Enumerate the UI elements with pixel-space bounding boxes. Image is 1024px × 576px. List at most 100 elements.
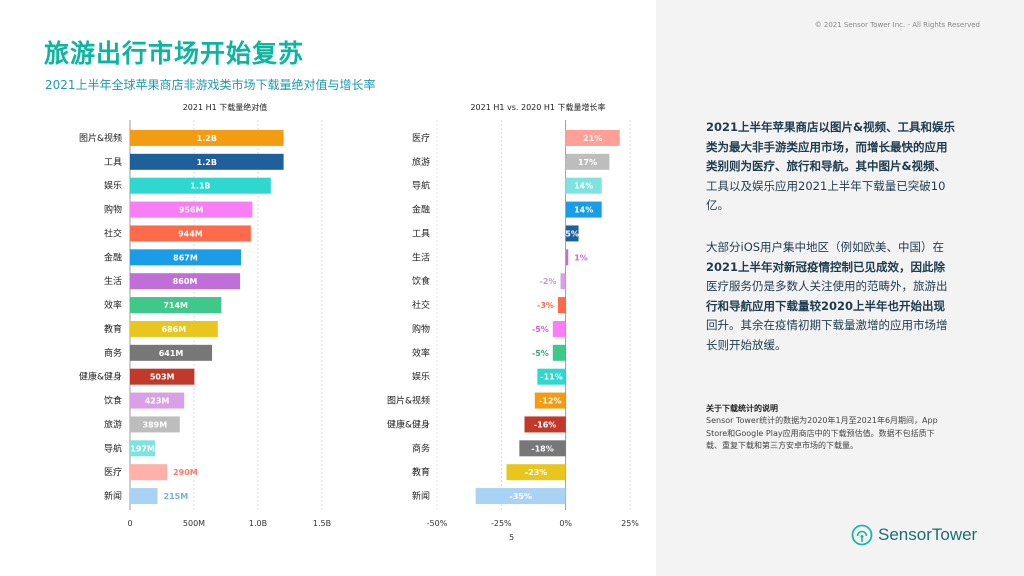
page-subtitle: 2021上半年全球苹果商店非游戏类市场下载量绝对值与增长率 xyxy=(45,78,376,92)
category-label: 工具 xyxy=(104,157,122,168)
data-label: 641M xyxy=(159,349,184,358)
category-label: 导航 xyxy=(412,180,430,192)
bar xyxy=(130,344,213,361)
chart-title: 2021 H1 vs. 2020 H1 下载量增长率 xyxy=(470,102,605,112)
para2-line: 行和导航应用下载量较2020上半年也开始出现 xyxy=(706,298,946,313)
category-label: 金融 xyxy=(104,251,122,263)
bar xyxy=(130,201,253,218)
bar xyxy=(524,416,566,433)
bar xyxy=(130,320,218,337)
bar xyxy=(475,488,566,505)
bar xyxy=(130,129,284,146)
bar xyxy=(565,249,569,266)
category-label: 旅游 xyxy=(412,156,430,168)
x-tick-label: 0% xyxy=(559,519,572,528)
note-line: Sensor Tower统计的数据为2020年1月至2021年6月期间，App xyxy=(706,416,938,425)
category-label: 娱乐 xyxy=(104,180,122,192)
data-label: 389M xyxy=(143,420,168,429)
data-label: -35% xyxy=(509,492,531,501)
category-label: 饮食 xyxy=(104,395,122,407)
data-label: -11% xyxy=(540,373,562,382)
para2-line: 回升。其余在疫情初期下载量激增的应用市场增 xyxy=(706,318,948,332)
page-title: 旅游出行市场开始复苏 xyxy=(44,39,305,68)
data-label: 215M xyxy=(164,492,189,501)
category-label: 工具 xyxy=(412,228,430,239)
data-label: 503M xyxy=(150,373,175,382)
category-label: 新闻 xyxy=(104,490,122,502)
data-label: -5% xyxy=(532,349,549,358)
x-tick-label: 0 xyxy=(127,519,132,528)
bar xyxy=(537,368,566,385)
data-label: 14% xyxy=(574,206,593,215)
note-body: Sensor Tower统计的数据为2020年1月至2021年6月期间，App … xyxy=(706,415,978,453)
bar xyxy=(130,416,180,433)
data-label: 860M xyxy=(173,277,198,286)
bar xyxy=(552,344,566,361)
bar xyxy=(130,225,251,242)
note-line: Store和Google Play应用商店中的下载预估值。数据不包括质下 xyxy=(706,428,935,438)
bar xyxy=(130,488,158,505)
category-label: 生活 xyxy=(104,275,122,287)
bar xyxy=(552,320,566,337)
bar xyxy=(130,297,222,314)
data-label: 1.2B xyxy=(197,158,217,167)
category-label: 图片&视频 xyxy=(79,132,122,144)
bar xyxy=(565,129,620,146)
category-label: 效率 xyxy=(412,347,430,359)
bar xyxy=(565,177,602,194)
bar xyxy=(130,177,271,194)
bar xyxy=(130,392,185,409)
para2-line: 大部分iOS用户集中地区（例如欧美、中国）在 xyxy=(706,240,945,254)
bar xyxy=(130,368,195,385)
category-label: 医疗 xyxy=(104,466,122,478)
copyright: © 2021 Sensor Tower Inc. - All Rights Re… xyxy=(814,21,980,29)
para2-line: 长则开始放缓。 xyxy=(706,337,787,352)
note-line: 载、重复下载和第三方安卓市场的下载量。 xyxy=(706,441,858,450)
para1-line: 工具以及娱乐应用2021上半年下载量已突破10 xyxy=(706,178,946,193)
bar xyxy=(519,440,566,457)
data-label: 1.2B xyxy=(197,134,217,143)
para2-line: 2021上半年对新冠疫情控制已见成效，因此除 xyxy=(706,259,946,274)
bar xyxy=(506,464,566,481)
right-panel xyxy=(656,0,1024,576)
bar xyxy=(565,225,579,242)
sensor-tower-logo: SensorTower xyxy=(851,524,977,546)
summary-paragraph-2: 大部分iOS用户集中地区（例如欧美、中国）在 2021上半年对新冠疫情控制已见成… xyxy=(706,238,986,355)
category-label: 商务 xyxy=(412,442,430,454)
x-tick-label: -50% xyxy=(427,519,448,528)
category-label: 社交 xyxy=(104,227,122,239)
category-label: 购物 xyxy=(412,323,430,335)
downloads-bar-chart: 2021 H1 下载量绝对值 0 500M 1.0B 1.5B 图片&视频 1.2B 工具 1.… xyxy=(79,102,331,528)
page-number: 5 xyxy=(509,533,515,542)
para1-line: 类别则为医疗、旅行和导航。其中图片&视频、 xyxy=(706,159,947,173)
bar xyxy=(534,392,566,409)
note-title: 关于下载统计的说明 xyxy=(706,404,778,413)
bar xyxy=(557,297,566,314)
bar xyxy=(565,153,610,170)
data-label: 867M xyxy=(173,253,198,262)
data-label: 1.1B xyxy=(190,182,210,191)
summary-paragraph-1: 2021上半年苹果商店以图片&视频、工具和娱乐 类为最大非手游类应用市场，而增长… xyxy=(706,118,986,216)
para2-line: 医疗服务仍是多数人关注使用的范畴外，旅游出 xyxy=(706,279,948,293)
para1-line: 亿。 xyxy=(706,198,729,212)
chart-title: 2021 H1 下载量绝对值 xyxy=(183,102,268,112)
data-label: -12% xyxy=(539,397,561,406)
category-label: 娱乐 xyxy=(412,371,430,383)
data-label: -18% xyxy=(531,444,553,453)
data-label: 944M xyxy=(178,229,203,238)
para1-line: 类为最大非手游类应用市场，而增长最快的应用 xyxy=(706,139,948,154)
category-label: 导航 xyxy=(104,442,122,454)
growth-bar-chart: 2021 H1 vs. 2020 H1 下载量增长率 -50% -25% 0% 25% 医… xyxy=(387,102,639,528)
category-label: 社交 xyxy=(412,299,430,311)
category-label: 旅游 xyxy=(104,418,122,430)
category-label: 教育 xyxy=(412,466,430,478)
category-label: 图片&视频 xyxy=(387,395,430,407)
bar xyxy=(130,464,168,481)
data-label: -23% xyxy=(525,468,547,477)
category-label: 商务 xyxy=(104,347,122,359)
data-label: -3% xyxy=(537,301,554,310)
bar xyxy=(130,440,156,457)
para1-line: 2021上半年苹果商店以图片&视频、工具和娱乐 xyxy=(706,120,956,134)
bar xyxy=(130,249,241,266)
category-label: 教育 xyxy=(104,323,122,335)
